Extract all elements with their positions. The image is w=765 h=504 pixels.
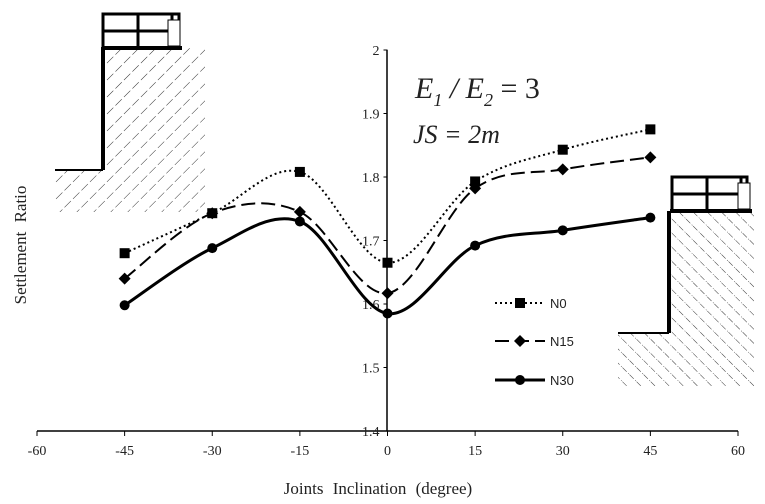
right-building-icon [670, 175, 752, 213]
y-tick-label: 1.4 [362, 425, 380, 440]
data-point-n0 [470, 176, 481, 187]
series-group [118, 124, 657, 319]
x-tick-label: 60 [731, 444, 745, 459]
joint-spacing-annotation: JS = 2m [413, 120, 500, 149]
x-tick-label: 45 [643, 444, 657, 459]
series-n30 [119, 212, 656, 319]
data-point-n15 [644, 151, 657, 164]
legend-label: N30 [550, 373, 574, 388]
modulus-ratio-annotation: E1 / E2 = 3 [414, 72, 540, 110]
data-point-n30 [645, 212, 656, 223]
data-point-n0 [119, 248, 130, 259]
data-point-n30 [557, 225, 568, 236]
legend-item-n30: N30 [495, 373, 574, 388]
data-point-n0 [557, 144, 568, 155]
y-tick-label: 1.5 [362, 362, 380, 377]
y-axis-title: Settlement Ratio [11, 186, 30, 305]
data-point-n15 [469, 182, 482, 195]
data-point-n30 [294, 216, 305, 227]
series-n15 [118, 151, 657, 300]
data-point-n0 [294, 166, 305, 177]
left-excavation-diagram-icon [55, 12, 205, 212]
x-tick-label: -45 [115, 444, 134, 459]
y-tick-label: 1.8 [362, 171, 380, 186]
legend-label: N15 [550, 334, 574, 349]
x-tick-label: -30 [203, 444, 222, 459]
legend-label: N0 [550, 296, 567, 311]
data-point-n15 [118, 272, 131, 285]
left-building-icon [101, 12, 182, 50]
data-point-n0 [382, 257, 393, 268]
legend-item-n0: N0 [495, 296, 567, 311]
x-axis-title: Joints Inclination (degree) [284, 479, 472, 498]
x-tick-label: 30 [556, 444, 570, 459]
data-point-n30 [382, 308, 393, 319]
right-excavation-diagram-icon [618, 175, 754, 386]
y-tick-label: 2 [373, 44, 380, 59]
x-tick-label: 15 [468, 444, 482, 459]
data-point-n15 [293, 205, 306, 218]
legend-item-n15: N15 [495, 334, 574, 349]
data-point-n30 [207, 243, 218, 254]
legend-marker [515, 375, 525, 385]
data-point-n15 [556, 163, 569, 176]
x-tick-label: -60 [28, 444, 47, 459]
data-point-n15 [381, 287, 394, 300]
y-tick-label: 1.7 [362, 235, 380, 250]
legend-marker [514, 335, 526, 347]
y-axis-ticks: 1.41.51.61.71.81.92 [362, 44, 388, 440]
x-tick-label: -15 [291, 444, 310, 459]
data-point-n0 [645, 124, 656, 135]
y-tick-label: 1.9 [362, 108, 380, 123]
x-tick-label: 0 [384, 444, 391, 459]
data-point-n30 [470, 240, 481, 251]
legend-marker [515, 298, 525, 308]
data-point-n15 [206, 207, 219, 220]
legend: N0 N15 N30 [495, 296, 574, 388]
svg-text:E1 / E2 = 3: E1 / E2 = 3 [414, 72, 540, 110]
x-axis-ticks: -60 -45 -30 -15 0 15 30 45 60 [28, 431, 745, 459]
data-point-n30 [119, 300, 130, 311]
